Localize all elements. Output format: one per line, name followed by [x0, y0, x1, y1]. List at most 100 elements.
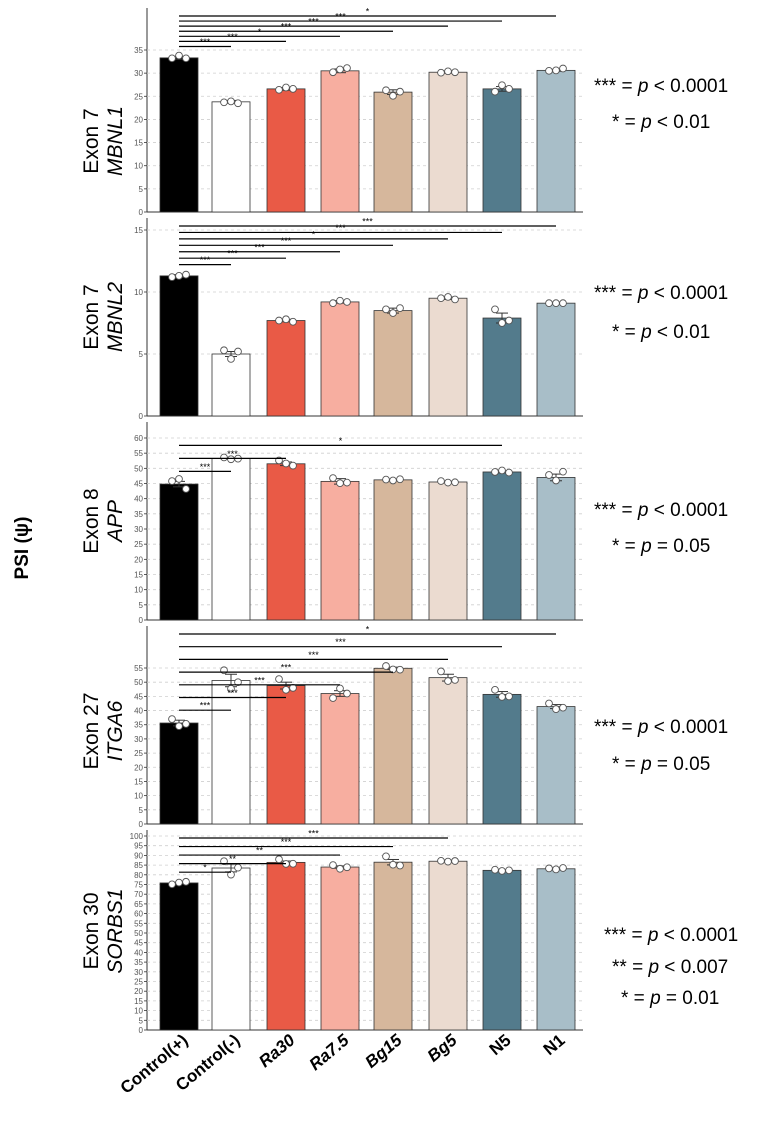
data-point	[234, 678, 242, 687]
legend-threshold: 0.0001	[680, 925, 738, 946]
data-point	[182, 485, 190, 493]
data-point	[329, 299, 337, 308]
data-point	[451, 68, 459, 77]
data-point	[396, 87, 404, 96]
data-point	[389, 476, 397, 485]
data-point	[382, 852, 390, 861]
legend-equals: =	[627, 957, 649, 978]
data-point	[444, 857, 452, 866]
legend-operator: =	[652, 754, 674, 775]
x-tick-label: N5	[486, 1031, 515, 1060]
y-tick-label: 100	[130, 832, 144, 841]
bar-ra30	[266, 88, 306, 213]
y-tick-label: 40	[134, 707, 143, 716]
y-tick-label: 30	[134, 968, 143, 977]
y-tick-label: 35	[134, 46, 143, 55]
p-value-legend: ** = p < 0.007	[612, 957, 728, 978]
legend-stars: ***	[594, 500, 617, 521]
y-tick-label: 30	[134, 735, 143, 744]
gene-label: MBNL1	[104, 106, 127, 176]
data-point	[275, 855, 283, 864]
data-point	[451, 676, 459, 684]
data-point	[396, 304, 404, 312]
significance-label: ***	[200, 255, 211, 265]
y-tick-label: 0	[139, 208, 144, 217]
p-value-legend: * = p = 0.05	[612, 754, 710, 775]
y-tick-label: 0	[139, 412, 144, 421]
legend-equals: =	[616, 76, 638, 97]
significance-label: ***	[200, 462, 211, 472]
data-point	[444, 478, 452, 487]
data-point	[498, 466, 506, 475]
panel-sorbs1: 0510152025303540455055606570758085909510…	[80, 829, 738, 1036]
bar-n1	[536, 302, 576, 417]
y-tick-label: 20	[134, 763, 143, 772]
y-tick-label: 10	[134, 1007, 143, 1016]
y-tick-label: 0	[139, 616, 144, 625]
bar-control-	[211, 353, 251, 417]
data-point	[336, 684, 344, 693]
p-value-legend: *** = p < 0.0001	[594, 500, 728, 521]
y-tick-label: 40	[134, 495, 143, 504]
significance-label: ***	[227, 449, 238, 459]
legend-operator: <	[659, 957, 681, 978]
y-axis-label: PSI (ψ)	[12, 517, 33, 580]
data-point	[451, 478, 459, 487]
x-tick-label: Ra30	[255, 1030, 299, 1071]
data-point	[437, 667, 445, 676]
y-tick-label: 50	[134, 464, 143, 473]
y-tick-label: 15	[134, 571, 143, 580]
data-point	[545, 699, 553, 708]
significance-label: *	[339, 436, 343, 446]
y-tick-label: 50	[134, 678, 143, 687]
data-point	[505, 316, 513, 325]
p-value-legend: *** = p < 0.0001	[594, 76, 728, 97]
y-tick-label: 80	[134, 871, 143, 880]
data-point	[559, 64, 567, 73]
data-point	[329, 694, 337, 702]
significance-label: ***	[308, 650, 319, 660]
panel-itga6: 0510152025303540455055******************…	[80, 625, 728, 830]
bar-n1	[536, 477, 576, 621]
y-tick-label: 5	[139, 601, 144, 610]
significance-label: ***	[335, 223, 346, 233]
data-point	[220, 857, 228, 866]
significance-label: ***	[254, 675, 265, 685]
data-point	[175, 51, 183, 60]
data-point	[505, 866, 513, 875]
data-point	[282, 83, 290, 92]
exon-label: Exon 7	[80, 108, 103, 173]
data-point	[437, 294, 445, 303]
data-point	[175, 878, 183, 887]
data-point	[329, 474, 337, 482]
significance-label: **	[229, 854, 237, 864]
y-tick-label: 20	[134, 115, 143, 124]
data-point	[552, 476, 560, 485]
data-point	[382, 662, 390, 670]
data-point	[227, 870, 235, 879]
gene-label: APP	[104, 500, 127, 544]
data-point	[182, 720, 190, 728]
bar-bg5	[428, 297, 468, 417]
bar-control-	[159, 275, 199, 417]
data-point	[451, 295, 459, 304]
data-point	[382, 305, 390, 314]
legend-operator: =	[652, 536, 674, 557]
y-tick-label: 30	[134, 69, 143, 78]
bar-control-	[159, 483, 199, 621]
data-point	[182, 270, 190, 279]
y-tick-label: 25	[134, 540, 143, 549]
legend-equals: =	[619, 112, 641, 133]
legend-equals: =	[619, 536, 641, 557]
data-point	[491, 468, 499, 476]
data-point	[336, 65, 344, 74]
data-point	[343, 64, 351, 72]
data-point	[396, 475, 404, 484]
legend-equals: =	[626, 925, 648, 946]
bar-control-	[159, 882, 199, 1031]
y-tick-label: 85	[134, 861, 143, 870]
significance-label: *	[366, 7, 370, 17]
bar-n5	[482, 317, 522, 417]
data-point	[289, 85, 297, 93]
